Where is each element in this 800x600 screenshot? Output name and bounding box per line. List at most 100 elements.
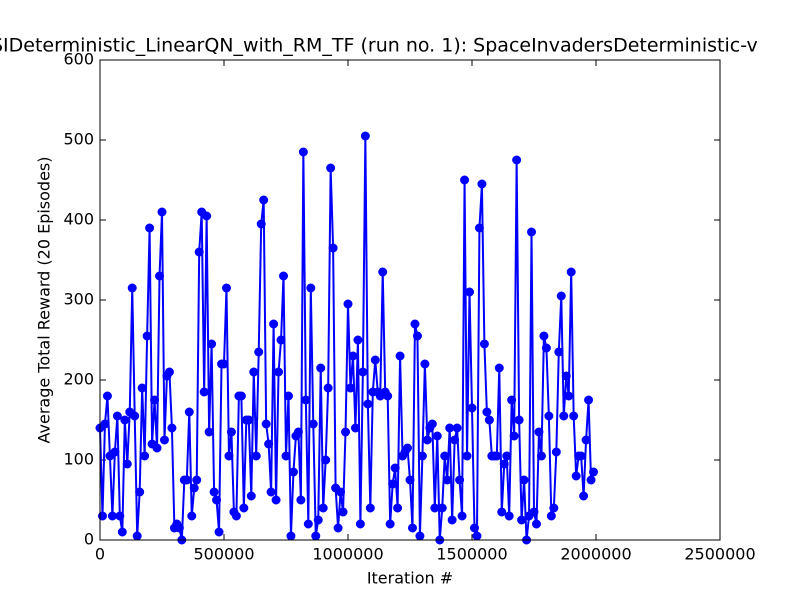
point: [363, 399, 373, 409]
point: [239, 503, 249, 513]
point: [472, 531, 482, 541]
point: [117, 527, 127, 537]
point: [276, 335, 286, 345]
point: [445, 423, 455, 433]
point: [529, 507, 539, 517]
point: [135, 487, 145, 497]
point: [221, 283, 231, 293]
point: [450, 435, 460, 445]
point: [152, 443, 162, 453]
point: [484, 415, 494, 425]
point: [336, 487, 346, 497]
point: [467, 403, 477, 413]
point: [477, 179, 487, 189]
point: [122, 459, 132, 469]
point: [353, 335, 363, 345]
point: [576, 451, 586, 461]
point: [120, 415, 130, 425]
point: [155, 271, 165, 281]
point: [194, 247, 204, 257]
point: [536, 451, 546, 461]
point: [130, 411, 140, 421]
point: [207, 339, 217, 349]
point: [514, 415, 524, 425]
point: [157, 207, 167, 217]
y-tick-label: 200: [63, 370, 94, 389]
point: [517, 515, 527, 525]
x-tick-label: 0: [95, 545, 105, 564]
point: [474, 223, 484, 233]
point: [437, 503, 447, 513]
point: [412, 331, 422, 341]
point: [214, 527, 224, 537]
point: [296, 495, 306, 505]
point: [112, 411, 122, 421]
point: [303, 519, 313, 529]
point: [249, 367, 259, 377]
x-tick-label: 1000000: [312, 545, 383, 564]
point: [127, 283, 137, 293]
point: [549, 503, 559, 513]
point: [110, 447, 120, 457]
point: [107, 511, 117, 521]
point: [539, 331, 549, 341]
point: [167, 423, 177, 433]
point: [420, 359, 430, 369]
point: [341, 427, 351, 437]
point: [499, 459, 509, 469]
point: [378, 267, 388, 277]
point: [231, 511, 241, 521]
point: [298, 147, 308, 157]
point: [589, 467, 599, 477]
point: [115, 511, 125, 521]
point: [226, 427, 236, 437]
point: [405, 475, 415, 485]
point: [360, 131, 370, 141]
point: [432, 431, 442, 441]
point: [365, 503, 375, 513]
y-tick-label: 300: [63, 290, 94, 309]
point: [497, 507, 507, 517]
point: [338, 507, 348, 517]
point: [251, 451, 261, 461]
point: [559, 411, 569, 421]
point: [236, 391, 246, 401]
point: [455, 475, 465, 485]
point: [159, 435, 169, 445]
point: [140, 451, 150, 461]
point: [479, 339, 489, 349]
y-tick-label: 400: [63, 210, 94, 229]
point: [301, 395, 311, 405]
point: [316, 363, 326, 373]
point: [212, 495, 222, 505]
point: [492, 451, 502, 461]
point: [132, 531, 142, 541]
point: [581, 435, 591, 445]
point: [564, 391, 574, 401]
x-axis-label: Iteration #: [367, 569, 453, 588]
plot-frame: [99, 59, 721, 541]
point: [544, 411, 554, 421]
point: [259, 195, 269, 205]
point: [244, 415, 254, 425]
point: [579, 491, 589, 501]
point: [571, 471, 581, 481]
point: [145, 223, 155, 233]
point: [187, 511, 197, 521]
chart-title: SIDeterministic_LinearQN_with_RM_TF (run…: [0, 35, 758, 57]
point: [209, 487, 219, 497]
point: [512, 155, 522, 165]
point: [546, 511, 556, 521]
point: [556, 291, 566, 301]
point: [224, 451, 234, 461]
point: [254, 347, 264, 357]
point: [370, 355, 380, 365]
point: [531, 519, 541, 529]
point: [355, 519, 365, 529]
x-tick-label: 2500000: [684, 545, 755, 564]
point: [348, 351, 358, 361]
point: [204, 427, 214, 437]
point: [395, 351, 405, 361]
point: [561, 371, 571, 381]
point: [465, 287, 475, 297]
